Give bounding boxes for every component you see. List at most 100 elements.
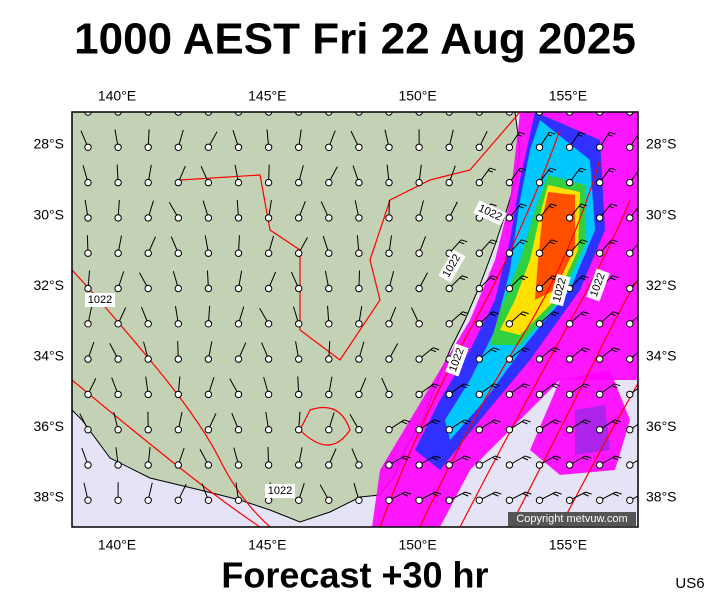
barb-feather: [521, 275, 529, 279]
barb-feather: [464, 419, 471, 423]
lon-label-top: 140°E: [98, 88, 136, 104]
barb-feather: [584, 419, 591, 423]
station: [626, 320, 634, 328]
barb-feather: [459, 277, 466, 281]
station: [505, 143, 514, 152]
barb-feather: [402, 493, 409, 497]
station: [505, 284, 514, 293]
station: [234, 214, 243, 222]
barb-feather: [522, 493, 529, 497]
station: [626, 249, 634, 257]
barb-feather: [578, 169, 584, 173]
isobar-label-bg: [549, 273, 571, 307]
barb-feather: [461, 385, 467, 389]
station: [565, 461, 574, 469]
station: [234, 426, 243, 434]
station: [535, 284, 544, 293]
station: [355, 461, 363, 469]
station: [264, 355, 273, 363]
barb-feather: [608, 169, 614, 173]
station: [204, 143, 213, 152]
lat-label-left: 38°S: [33, 489, 64, 505]
barb-feather: [462, 311, 469, 315]
station: [174, 426, 183, 434]
barb-feather: [641, 314, 646, 316]
barb-feather: [491, 275, 499, 279]
station: [445, 461, 453, 469]
station: [385, 355, 393, 363]
lat-label-left: 36°S: [33, 418, 64, 434]
station: [174, 355, 183, 363]
station: [565, 426, 574, 434]
station: [475, 143, 483, 152]
barb-feather: [610, 167, 617, 171]
barb-feather: [521, 385, 528, 389]
station: [144, 284, 152, 293]
barb-feather: [578, 205, 585, 209]
barb-feather: [553, 383, 561, 387]
station: [174, 461, 183, 469]
station: [325, 143, 333, 152]
barb-feather: [490, 203, 497, 207]
barb-feather: [614, 419, 621, 423]
barb-feather: [612, 421, 618, 425]
station: [325, 178, 333, 187]
station: [596, 390, 604, 399]
station: [84, 355, 92, 363]
barb-feather: [524, 419, 531, 423]
station: [385, 496, 393, 504]
station: [234, 284, 243, 293]
lat-label-right: 36°S: [646, 418, 677, 434]
station: [355, 178, 363, 187]
station: [234, 355, 243, 363]
station: [505, 355, 514, 363]
lat-label-right: 30°S: [646, 206, 677, 222]
station: [626, 461, 634, 469]
barb-feather: [643, 312, 649, 314]
station: [325, 426, 333, 434]
station: [295, 249, 303, 257]
barb-feather: [550, 349, 557, 353]
station: [626, 214, 634, 222]
barb-feather: [490, 313, 496, 317]
barb-feather: [547, 134, 553, 137]
station: [565, 178, 574, 187]
station: [355, 496, 363, 504]
station: [505, 461, 514, 469]
station: [535, 143, 544, 152]
station: [325, 249, 333, 257]
barb-feather: [520, 349, 527, 353]
station: [445, 496, 453, 504]
station: [174, 284, 183, 293]
lon-label-top: 150°E: [398, 88, 436, 104]
barb-feather: [433, 383, 440, 387]
barb-feather: [640, 132, 646, 134]
barb-feather: [517, 134, 523, 137]
station: [114, 355, 122, 363]
barb-feather: [644, 384, 650, 386]
station: [445, 284, 453, 293]
station: [596, 214, 604, 222]
barb-feather: [581, 239, 588, 243]
barb-feather: [580, 277, 586, 281]
barb-feather: [434, 419, 441, 423]
barb-feather: [491, 239, 498, 243]
station: [174, 390, 183, 399]
station: [174, 320, 183, 328]
station: [626, 390, 634, 399]
station: [385, 143, 393, 152]
barb-feather: [432, 347, 440, 351]
barb-feather: [459, 241, 465, 245]
barb-feather: [519, 277, 526, 281]
station: [415, 426, 423, 434]
station: [596, 496, 604, 504]
barb-feather: [608, 205, 615, 209]
station: [415, 390, 423, 399]
barb-feather: [489, 167, 497, 171]
barb-feather: [580, 203, 588, 207]
isobar-label-text: 1022: [88, 294, 112, 306]
station: [144, 143, 152, 152]
barb-feather: [582, 311, 590, 315]
station: [596, 320, 604, 328]
station: [295, 320, 303, 328]
